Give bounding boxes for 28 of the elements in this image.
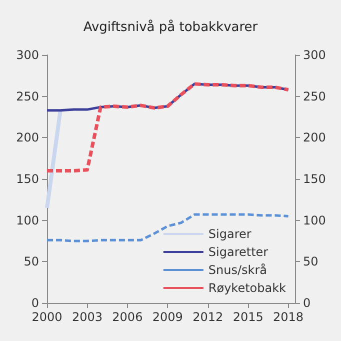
y-tick-label: 100 <box>16 213 39 228</box>
line-series <box>45 82 290 172</box>
legend-label: Sigaretter <box>208 245 268 259</box>
y-tick-label: 50 <box>24 254 39 269</box>
x-tick-label: 2012 <box>192 310 224 324</box>
legend-label: Sigarer <box>208 227 252 241</box>
x-tick-label: 2000 <box>32 310 62 324</box>
chart-title: Avgiftsnivå på tobakkvarer <box>83 19 258 35</box>
y-tick-label: 200 <box>16 130 39 145</box>
legend-label: Snus/skrå <box>208 263 268 277</box>
y2-tick-label: 100 <box>303 213 326 228</box>
y2-tick-label: 300 <box>303 48 326 62</box>
x-tick-label: 2009 <box>152 310 183 324</box>
y2-tick-label: 150 <box>303 172 326 186</box>
y2-tick-label: 250 <box>303 89 326 104</box>
y-tick-label: 300 <box>16 48 39 62</box>
legend-label: Røyketobakk <box>208 281 286 295</box>
x-tick-label: 2015 <box>232 310 264 324</box>
x-tick-label: 2006 <box>112 310 143 324</box>
y2-tick-label: 50 <box>303 254 318 269</box>
y-tick-label: 250 <box>16 89 39 104</box>
y-tick-label: 0 <box>31 296 39 310</box>
x-tick-label: 2003 <box>72 310 102 324</box>
y2-tick-label: 0 <box>303 296 311 310</box>
x-tick-label: 2018 <box>273 310 304 324</box>
y2-tick-label: 200 <box>303 130 326 145</box>
line-series <box>46 213 290 242</box>
y-tick-label: 150 <box>16 172 39 186</box>
